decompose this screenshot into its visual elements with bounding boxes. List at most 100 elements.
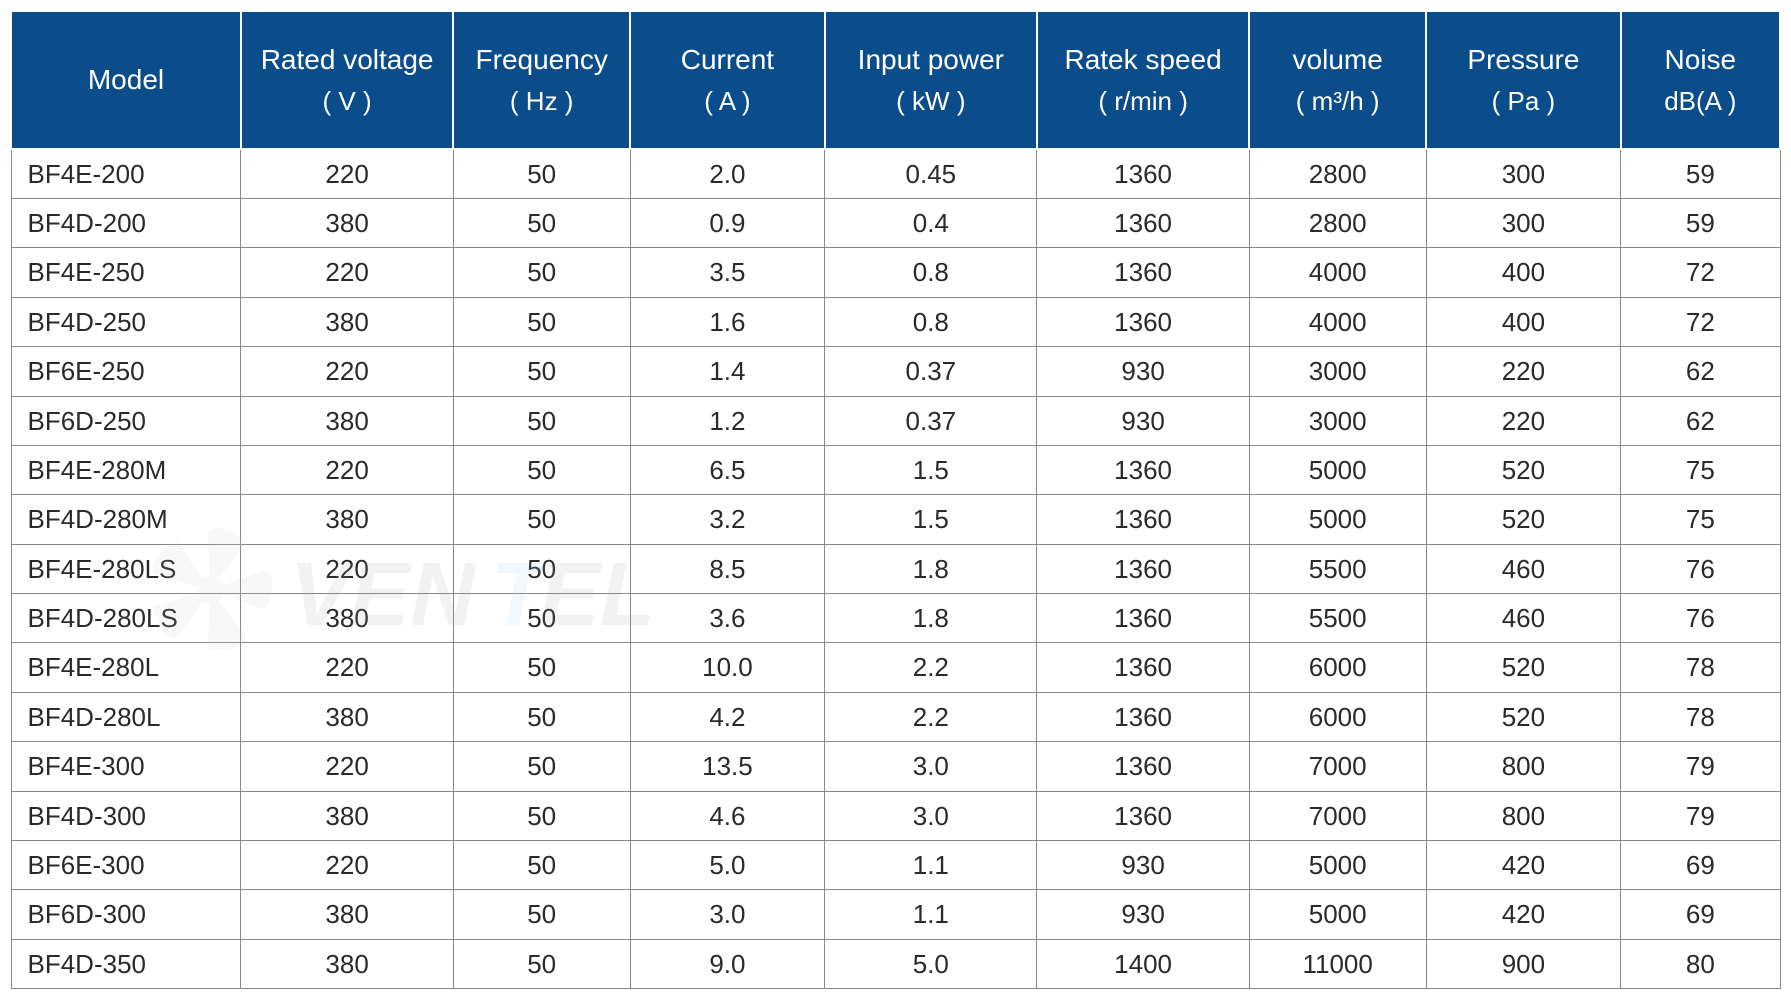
value-cell: 400	[1426, 297, 1621, 346]
value-cell: 220	[241, 445, 453, 494]
value-cell: 0.4	[825, 198, 1037, 247]
value-cell: 5500	[1249, 594, 1426, 643]
value-cell: 4.6	[630, 791, 825, 840]
value-cell: 800	[1426, 742, 1621, 791]
value-cell: 1360	[1037, 149, 1249, 199]
value-cell: 5000	[1249, 890, 1426, 939]
value-cell: 380	[241, 396, 453, 445]
value-cell: 50	[453, 396, 630, 445]
value-cell: 50	[453, 791, 630, 840]
table-row: BF4D-280L380504.22.21360600052078	[11, 692, 1780, 741]
col-header-unit: ( m³/h )	[1260, 83, 1415, 119]
value-cell: 72	[1621, 248, 1780, 297]
model-cell: BF4E-280LS	[11, 544, 241, 593]
value-cell: 520	[1426, 692, 1621, 741]
model-cell: BF4D-280M	[11, 495, 241, 544]
col-header-label: Ratek speed	[1064, 44, 1221, 75]
table-row: BF6D-300380503.01.1930500042069	[11, 890, 1780, 939]
value-cell: 59	[1621, 198, 1780, 247]
value-cell: 75	[1621, 495, 1780, 544]
col-header-label: Pressure	[1467, 44, 1579, 75]
value-cell: 0.8	[825, 248, 1037, 297]
col-header-3: Current( A )	[630, 11, 825, 149]
value-cell: 380	[241, 791, 453, 840]
model-cell: BF4E-280M	[11, 445, 241, 494]
col-header-1: Rated voltage( V )	[241, 11, 453, 149]
model-cell: BF6D-250	[11, 396, 241, 445]
col-header-unit: ( V )	[252, 83, 442, 119]
value-cell: 5.0	[630, 841, 825, 890]
table-row: BF4D-250380501.60.81360400040072	[11, 297, 1780, 346]
value-cell: 1360	[1037, 594, 1249, 643]
value-cell: 220	[241, 347, 453, 396]
value-cell: 50	[453, 742, 630, 791]
table-body: BF4E-200220502.00.451360280030059BF4D-20…	[11, 149, 1780, 989]
model-cell: BF4D-250	[11, 297, 241, 346]
model-cell: BF4D-280LS	[11, 594, 241, 643]
col-header-unit: ( Hz )	[464, 83, 619, 119]
model-cell: BF4D-280L	[11, 692, 241, 741]
model-cell: BF4E-250	[11, 248, 241, 297]
value-cell: 0.37	[825, 347, 1037, 396]
value-cell: 3.0	[825, 742, 1037, 791]
table-row: BF4D-300380504.63.01360700080079	[11, 791, 1780, 840]
value-cell: 520	[1426, 643, 1621, 692]
table-row: BF4E-280M220506.51.51360500052075	[11, 445, 1780, 494]
value-cell: 1.6	[630, 297, 825, 346]
value-cell: 220	[241, 643, 453, 692]
value-cell: 50	[453, 248, 630, 297]
value-cell: 220	[241, 841, 453, 890]
col-header-label: volume	[1293, 44, 1383, 75]
value-cell: 380	[241, 692, 453, 741]
model-cell: BF4D-300	[11, 791, 241, 840]
value-cell: 3.5	[630, 248, 825, 297]
value-cell: 800	[1426, 791, 1621, 840]
value-cell: 1360	[1037, 198, 1249, 247]
col-header-label: Model	[88, 64, 164, 95]
value-cell: 10.0	[630, 643, 825, 692]
col-header-4: Input power( kW )	[825, 11, 1037, 149]
value-cell: 5.0	[825, 939, 1037, 988]
value-cell: 1360	[1037, 643, 1249, 692]
col-header-unit: dB(A )	[1632, 83, 1769, 119]
value-cell: 50	[453, 643, 630, 692]
value-cell: 930	[1037, 347, 1249, 396]
col-header-0: Model	[11, 11, 241, 149]
value-cell: 7000	[1249, 742, 1426, 791]
value-cell: 1.1	[825, 890, 1037, 939]
value-cell: 69	[1621, 841, 1780, 890]
table-row: BF6E-250220501.40.37930300022062	[11, 347, 1780, 396]
value-cell: 220	[241, 149, 453, 199]
value-cell: 3.0	[630, 890, 825, 939]
value-cell: 2.2	[825, 643, 1037, 692]
col-header-label: Input power	[858, 44, 1004, 75]
model-cell: BF6D-300	[11, 890, 241, 939]
value-cell: 75	[1621, 445, 1780, 494]
value-cell: 2.0	[630, 149, 825, 199]
value-cell: 4000	[1249, 248, 1426, 297]
model-cell: BF6E-250	[11, 347, 241, 396]
value-cell: 400	[1426, 248, 1621, 297]
value-cell: 1360	[1037, 742, 1249, 791]
value-cell: 50	[453, 890, 630, 939]
value-cell: 3.2	[630, 495, 825, 544]
value-cell: 220	[1426, 396, 1621, 445]
col-header-2: Frequency( Hz )	[453, 11, 630, 149]
value-cell: 50	[453, 347, 630, 396]
col-header-6: volume ( m³/h )	[1249, 11, 1426, 149]
value-cell: 62	[1621, 396, 1780, 445]
value-cell: 5000	[1249, 841, 1426, 890]
value-cell: 0.9	[630, 198, 825, 247]
value-cell: 1400	[1037, 939, 1249, 988]
value-cell: 460	[1426, 594, 1621, 643]
value-cell: 76	[1621, 594, 1780, 643]
value-cell: 1.2	[630, 396, 825, 445]
value-cell: 78	[1621, 643, 1780, 692]
value-cell: 6000	[1249, 692, 1426, 741]
value-cell: 220	[241, 742, 453, 791]
table-row: BF4D-200380500.90.41360280030059	[11, 198, 1780, 247]
value-cell: 4000	[1249, 297, 1426, 346]
value-cell: 72	[1621, 297, 1780, 346]
value-cell: 59	[1621, 149, 1780, 199]
value-cell: 380	[241, 495, 453, 544]
